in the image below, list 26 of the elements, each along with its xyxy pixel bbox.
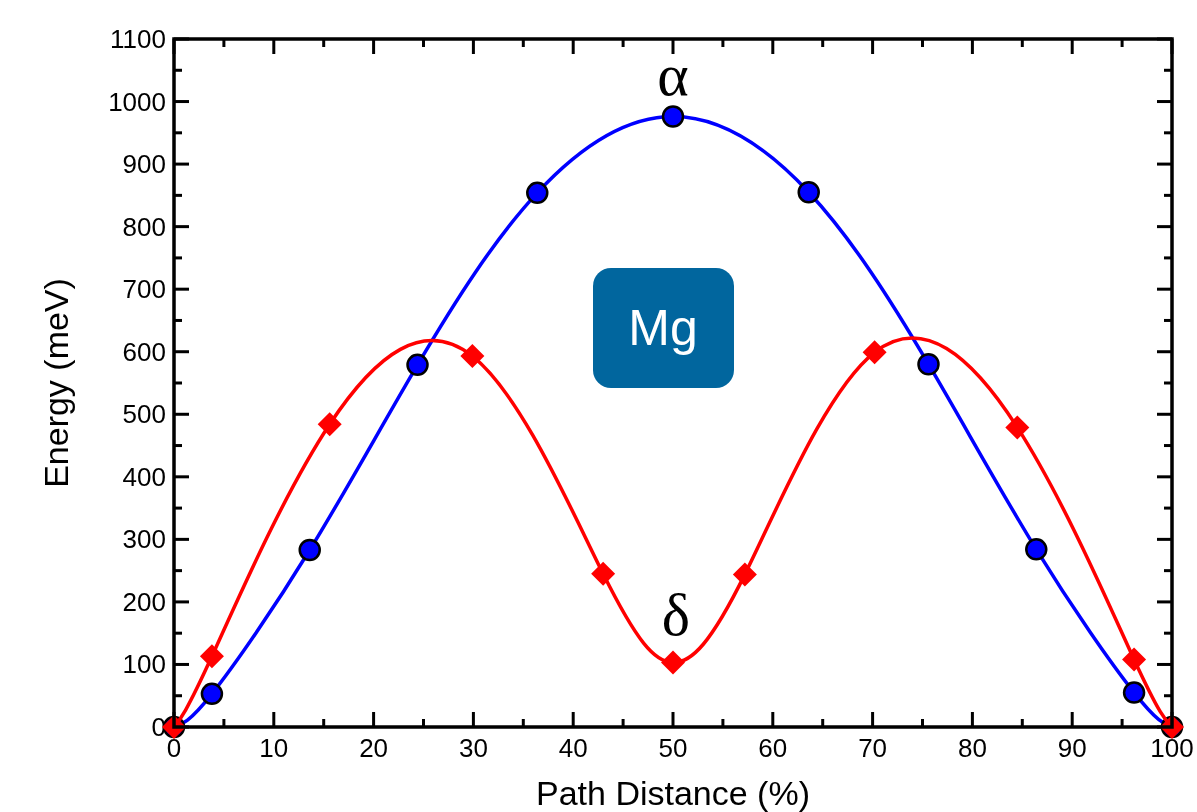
y-tick-label: 600 bbox=[122, 336, 166, 367]
y-axis-title: Energy (meV) bbox=[37, 278, 75, 488]
x-tick-label: 10 bbox=[259, 733, 289, 763]
x-axis-title: Path Distance (%) bbox=[536, 774, 810, 812]
y-tick-label: 100 bbox=[122, 649, 166, 680]
y-tick-label: 1000 bbox=[108, 86, 166, 117]
x-tick-label: 70 bbox=[858, 733, 888, 763]
annotation: Mg bbox=[628, 300, 698, 356]
x-tick-label: 100 bbox=[1150, 733, 1194, 763]
x-tick-label: 90 bbox=[1057, 733, 1087, 763]
annotation: α bbox=[657, 42, 689, 108]
y-tick-label: 800 bbox=[122, 211, 166, 242]
x-tick-label: 40 bbox=[558, 733, 588, 763]
y-tick-label: 700 bbox=[122, 274, 166, 305]
y-tick-label: 300 bbox=[122, 524, 166, 555]
x-tick-label: 50 bbox=[658, 733, 688, 763]
x-tick-label: 60 bbox=[758, 733, 788, 763]
annotation: δ bbox=[661, 582, 691, 648]
x-tick-label: 80 bbox=[957, 733, 987, 763]
y-tick-label: 900 bbox=[122, 149, 166, 180]
x-tick-label: 30 bbox=[458, 733, 488, 763]
y-tick-label: 200 bbox=[122, 586, 166, 617]
x-tick-label: 20 bbox=[359, 733, 389, 763]
y-tick-label: 400 bbox=[122, 461, 166, 492]
y-tick-label: 1100 bbox=[110, 24, 166, 54]
y-tick-label: 500 bbox=[122, 399, 166, 430]
